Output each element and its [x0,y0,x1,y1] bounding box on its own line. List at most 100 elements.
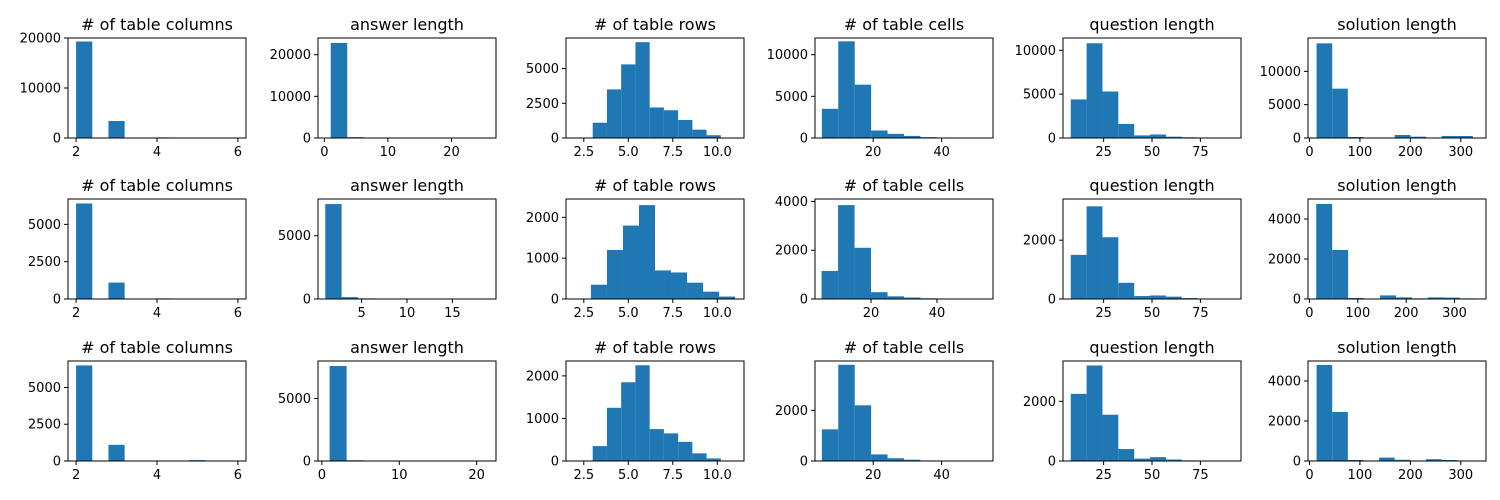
y-tick-label: 4000 [775,195,808,210]
x-tick-label: 20 [863,306,880,321]
histogram-bar [1150,457,1166,461]
y-tick-label: 0 [53,132,61,147]
histogram-bar [821,429,839,461]
x-tick-label: 4 [153,145,161,160]
histogram-bar [649,107,664,138]
x-tick-label: 10.0 [703,468,732,483]
histogram-bar [1425,459,1442,461]
panel-title: solution length [1337,15,1456,34]
histogram-bar [621,382,636,461]
y-tick-label: 2000 [1268,253,1301,268]
histogram-bar [1316,365,1333,461]
histogram-bar [76,203,93,299]
histogram-panel: # of table columns 2 4 6 0 2500 5000 [28,338,247,483]
y-tick-label: 2000 [775,404,808,419]
x-tick-label: 2.5 [573,145,594,160]
histogram-bar [663,433,679,461]
histogram-bar [325,204,342,299]
histogram-panel: # of table rows 2.5 5.0 7.5 10.0 0 2500 5000 [526,15,745,160]
y-tick-label: 0 [800,293,808,308]
histogram-bar [108,121,125,138]
x-tick-label: 40 [933,145,950,160]
histogram-bar [635,42,650,138]
x-tick-label: 100 [1348,145,1373,160]
x-tick-label: 25 [1095,306,1112,321]
y-tick-label: 0 [800,455,808,470]
histogram-bar [692,453,707,461]
x-tick-label: 5.0 [618,306,639,321]
histogram-bar [692,129,707,138]
histogram-bar [1150,295,1166,299]
histogram-bar [838,41,855,139]
y-tick-label: 20000 [270,48,311,63]
x-tick-label: 15 [444,306,461,321]
histogram-bar [663,110,679,138]
axes-frame [565,198,745,300]
histogram-bar [687,282,704,299]
x-tick-label: 10.0 [703,145,732,160]
x-tick-label: 7.5 [662,306,683,321]
y-tick-label: 20000 [20,32,61,47]
y-tick-label: 0 [551,293,559,308]
y-tick-label: 0 [551,455,559,470]
histogram-bar [678,441,693,461]
histogram-bar [1316,204,1333,299]
x-tick-label: 200 [1398,468,1423,483]
x-tick-label: 50 [1144,468,1161,483]
histogram-panel: # of table columns 2 4 6 0 10000 20000 [20,15,247,160]
histogram-panel: # of table cells 20 40 0 2000 4000 [775,176,994,321]
panel-title: # of table columns [81,15,233,34]
histogram-bar [1086,365,1103,461]
panel-title: # of table rows [594,15,716,34]
histogram-bar [635,365,650,461]
histogram-bar [1134,135,1151,138]
histogram-bar [108,282,125,299]
y-tick-label: 10000 [20,82,61,97]
x-tick-label: 4 [153,468,161,483]
histogram-bar [1102,414,1119,461]
panel-title: # of table columns [81,338,233,357]
histogram-bar [1443,297,1460,299]
x-tick-label: 0 [1305,145,1313,160]
histogram-panel: # of table cells 20 40 0 2000 [775,338,994,483]
histogram-bar [838,205,855,299]
histogram-bar [678,119,693,138]
y-tick-label: 0 [303,293,311,308]
x-tick-label: 20 [468,468,485,483]
panel-title: # of table columns [81,176,233,195]
histogram-bar [1394,459,1411,461]
panel-title: question length [1089,338,1214,357]
histogram-bar [1441,136,1458,138]
axes-frame [1307,37,1487,139]
histogram-bar [1332,88,1348,138]
y-tick-label: 10000 [270,90,311,105]
y-tick-label: 2000 [775,244,808,259]
histogram-bar [655,270,672,299]
x-tick-label: 2 [72,145,80,160]
x-tick-label: 50 [1144,306,1161,321]
histogram-bar [854,84,872,138]
x-tick-label: 40 [929,306,946,321]
y-tick-label: 5000 [1268,98,1301,113]
axes-frame [1307,360,1487,462]
histogram-bar [1396,297,1412,299]
y-tick-label: 0 [53,293,61,308]
y-tick-label: 0 [53,455,61,470]
x-tick-label: 2 [72,468,80,483]
x-tick-label: 10 [391,468,408,483]
histogram-bar [606,407,622,461]
panel-title: question length [1089,15,1214,34]
x-tick-label: 100 [1345,306,1370,321]
histogram-bar [854,247,872,299]
y-tick-label: 5000 [28,381,61,396]
x-tick-label: 300 [1448,145,1473,160]
axes-frame [814,37,994,139]
y-tick-label: 2000 [526,369,559,384]
axes-frame [1307,198,1487,300]
y-tick-label: 5000 [526,62,559,77]
y-tick-label: 0 [303,455,311,470]
histogram-bar [1380,295,1397,299]
panel-title: question length [1089,176,1214,195]
y-tick-label: 0 [800,132,808,147]
histogram-bar [592,122,607,138]
